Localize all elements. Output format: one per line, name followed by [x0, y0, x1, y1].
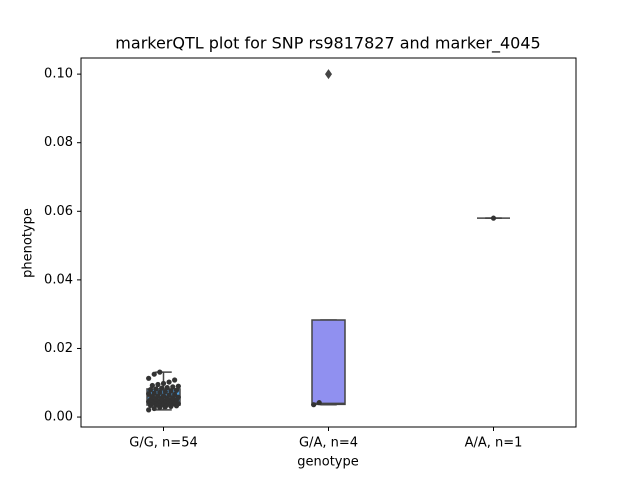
y-tick-label: 0.08: [44, 135, 73, 150]
strip-point: [157, 389, 163, 395]
strip-point: [166, 392, 172, 398]
strip-point: [160, 380, 167, 387]
strip-point: [172, 377, 178, 383]
y-tick-label: 0.06: [44, 204, 73, 219]
strip-point: [170, 384, 176, 390]
strip-point: [490, 215, 497, 221]
y-axis-label: phenotype: [21, 208, 36, 278]
strip-point: [311, 402, 317, 408]
y-tick-label: 0.04: [44, 272, 73, 287]
strip-point: [151, 390, 157, 396]
strip-point: [173, 387, 180, 393]
strip-point: [162, 389, 168, 395]
x-axis-label: genotype: [297, 455, 358, 470]
x-tick-label: G/A, n=4: [299, 436, 358, 451]
strip-point: [172, 391, 178, 398]
x-tick-label: A/A, n=1: [465, 436, 523, 451]
strip-point: [166, 379, 172, 385]
strip-point: [149, 382, 155, 389]
strip-point: [168, 388, 174, 394]
strip-point: [146, 407, 152, 413]
y-tick-label: 0.00: [44, 410, 73, 425]
strip-point: [175, 394, 181, 400]
strip-point: [316, 400, 322, 406]
strip-point: [155, 381, 161, 388]
strip-point: [157, 369, 163, 375]
strip-point: [164, 384, 170, 391]
strip-point: [160, 393, 167, 399]
strip-point: [153, 386, 159, 392]
box: [311, 319, 346, 406]
y-tick-label: 0.02: [44, 341, 73, 356]
strip-point: [175, 383, 181, 389]
strip-point: [159, 385, 165, 391]
flier: [325, 69, 332, 80]
x-tick-label: G/G, n=54: [129, 436, 197, 451]
strip-point: [151, 371, 157, 377]
y-tick-label: 0.10: [44, 67, 73, 82]
strip-point: [146, 375, 152, 381]
chart-title: markerQTL plot for SNP rs9817827 and mar…: [115, 34, 540, 54]
strip-point: [147, 387, 154, 393]
strip-point: [146, 391, 152, 397]
plot-frame: [80, 57, 577, 428]
